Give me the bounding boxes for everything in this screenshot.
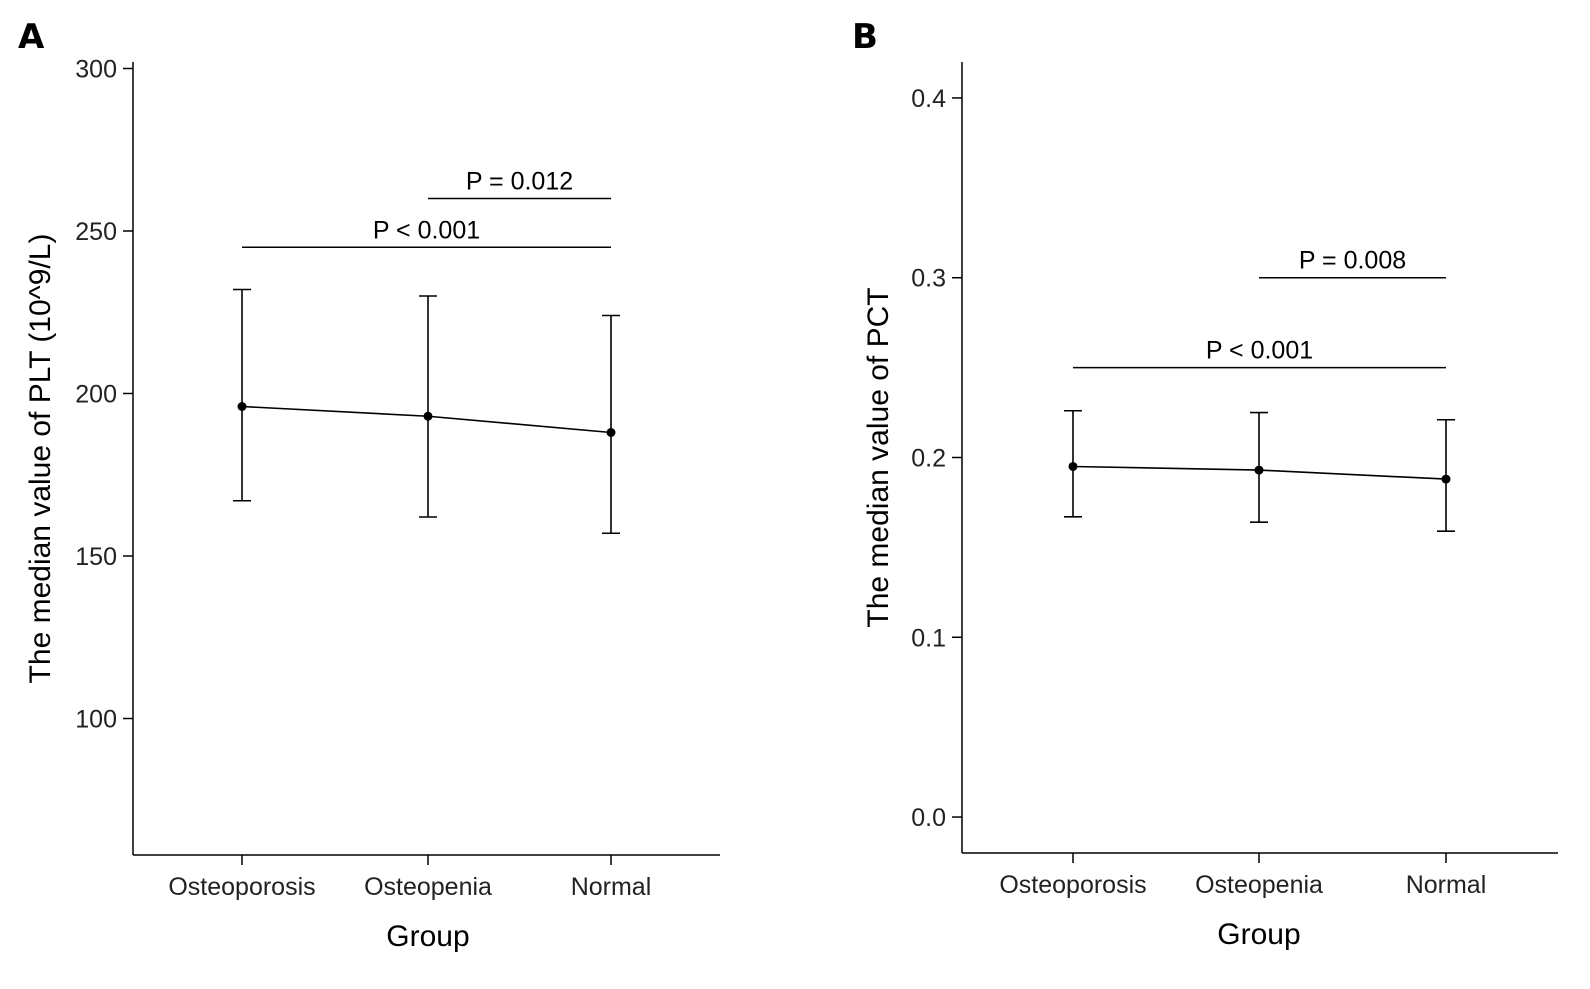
data-point xyxy=(1254,465,1264,475)
y-tick-label: 0.2 xyxy=(911,445,946,473)
y-tick-label: 0.3 xyxy=(911,265,946,293)
y-axis-title: The median value of PLT (10^9/L) xyxy=(24,234,57,684)
x-tick-label: Osteoporosis xyxy=(168,873,315,901)
x-tick-label: Normal xyxy=(1406,871,1487,899)
x-tick-label: Normal xyxy=(571,873,652,901)
error-bar xyxy=(419,295,437,518)
x-tick-label: Osteoporosis xyxy=(999,871,1146,899)
p-value-label: P < 0.001 xyxy=(373,216,480,244)
y-tick-label: 150 xyxy=(75,543,117,571)
p-value-label: P = 0.012 xyxy=(466,168,573,196)
data-point xyxy=(237,402,247,411)
data-point xyxy=(606,428,616,437)
y-tick-label: 0.1 xyxy=(911,624,946,652)
x-axis-title: Group xyxy=(386,920,469,953)
x-tick-label: Osteopenia xyxy=(1195,871,1323,899)
panel-letter: B xyxy=(852,17,878,57)
y-tick-label: 0.4 xyxy=(911,85,946,113)
y-axis-title: The median value of PCT xyxy=(862,287,895,627)
data-point xyxy=(1068,461,1078,471)
p-value-label: P < 0.001 xyxy=(1206,337,1313,365)
x-axis-title: Group xyxy=(1217,918,1300,951)
data-point xyxy=(423,411,433,421)
x-tick-label: Osteopenia xyxy=(364,873,492,901)
y-tick-label: 0.0 xyxy=(911,804,946,832)
y-tick-label: 250 xyxy=(75,218,117,246)
y-tick-label: 200 xyxy=(75,381,117,409)
error-bar xyxy=(602,314,620,535)
panel-letter: A xyxy=(18,17,45,57)
p-value-label: P = 0.008 xyxy=(1299,247,1406,275)
data-point xyxy=(1441,474,1451,484)
y-tick-label: 100 xyxy=(75,706,117,734)
panel-b: B 0.0 0.1 0.2 0.3 0.4 Osteoporosis Osteopenia No… xyxy=(852,17,1558,951)
panel-a: A 100 150 200 250 300 Osteoporosis Osteopenia No… xyxy=(18,17,720,953)
y-tick-label: 300 xyxy=(75,56,117,84)
error-bar xyxy=(233,288,251,502)
